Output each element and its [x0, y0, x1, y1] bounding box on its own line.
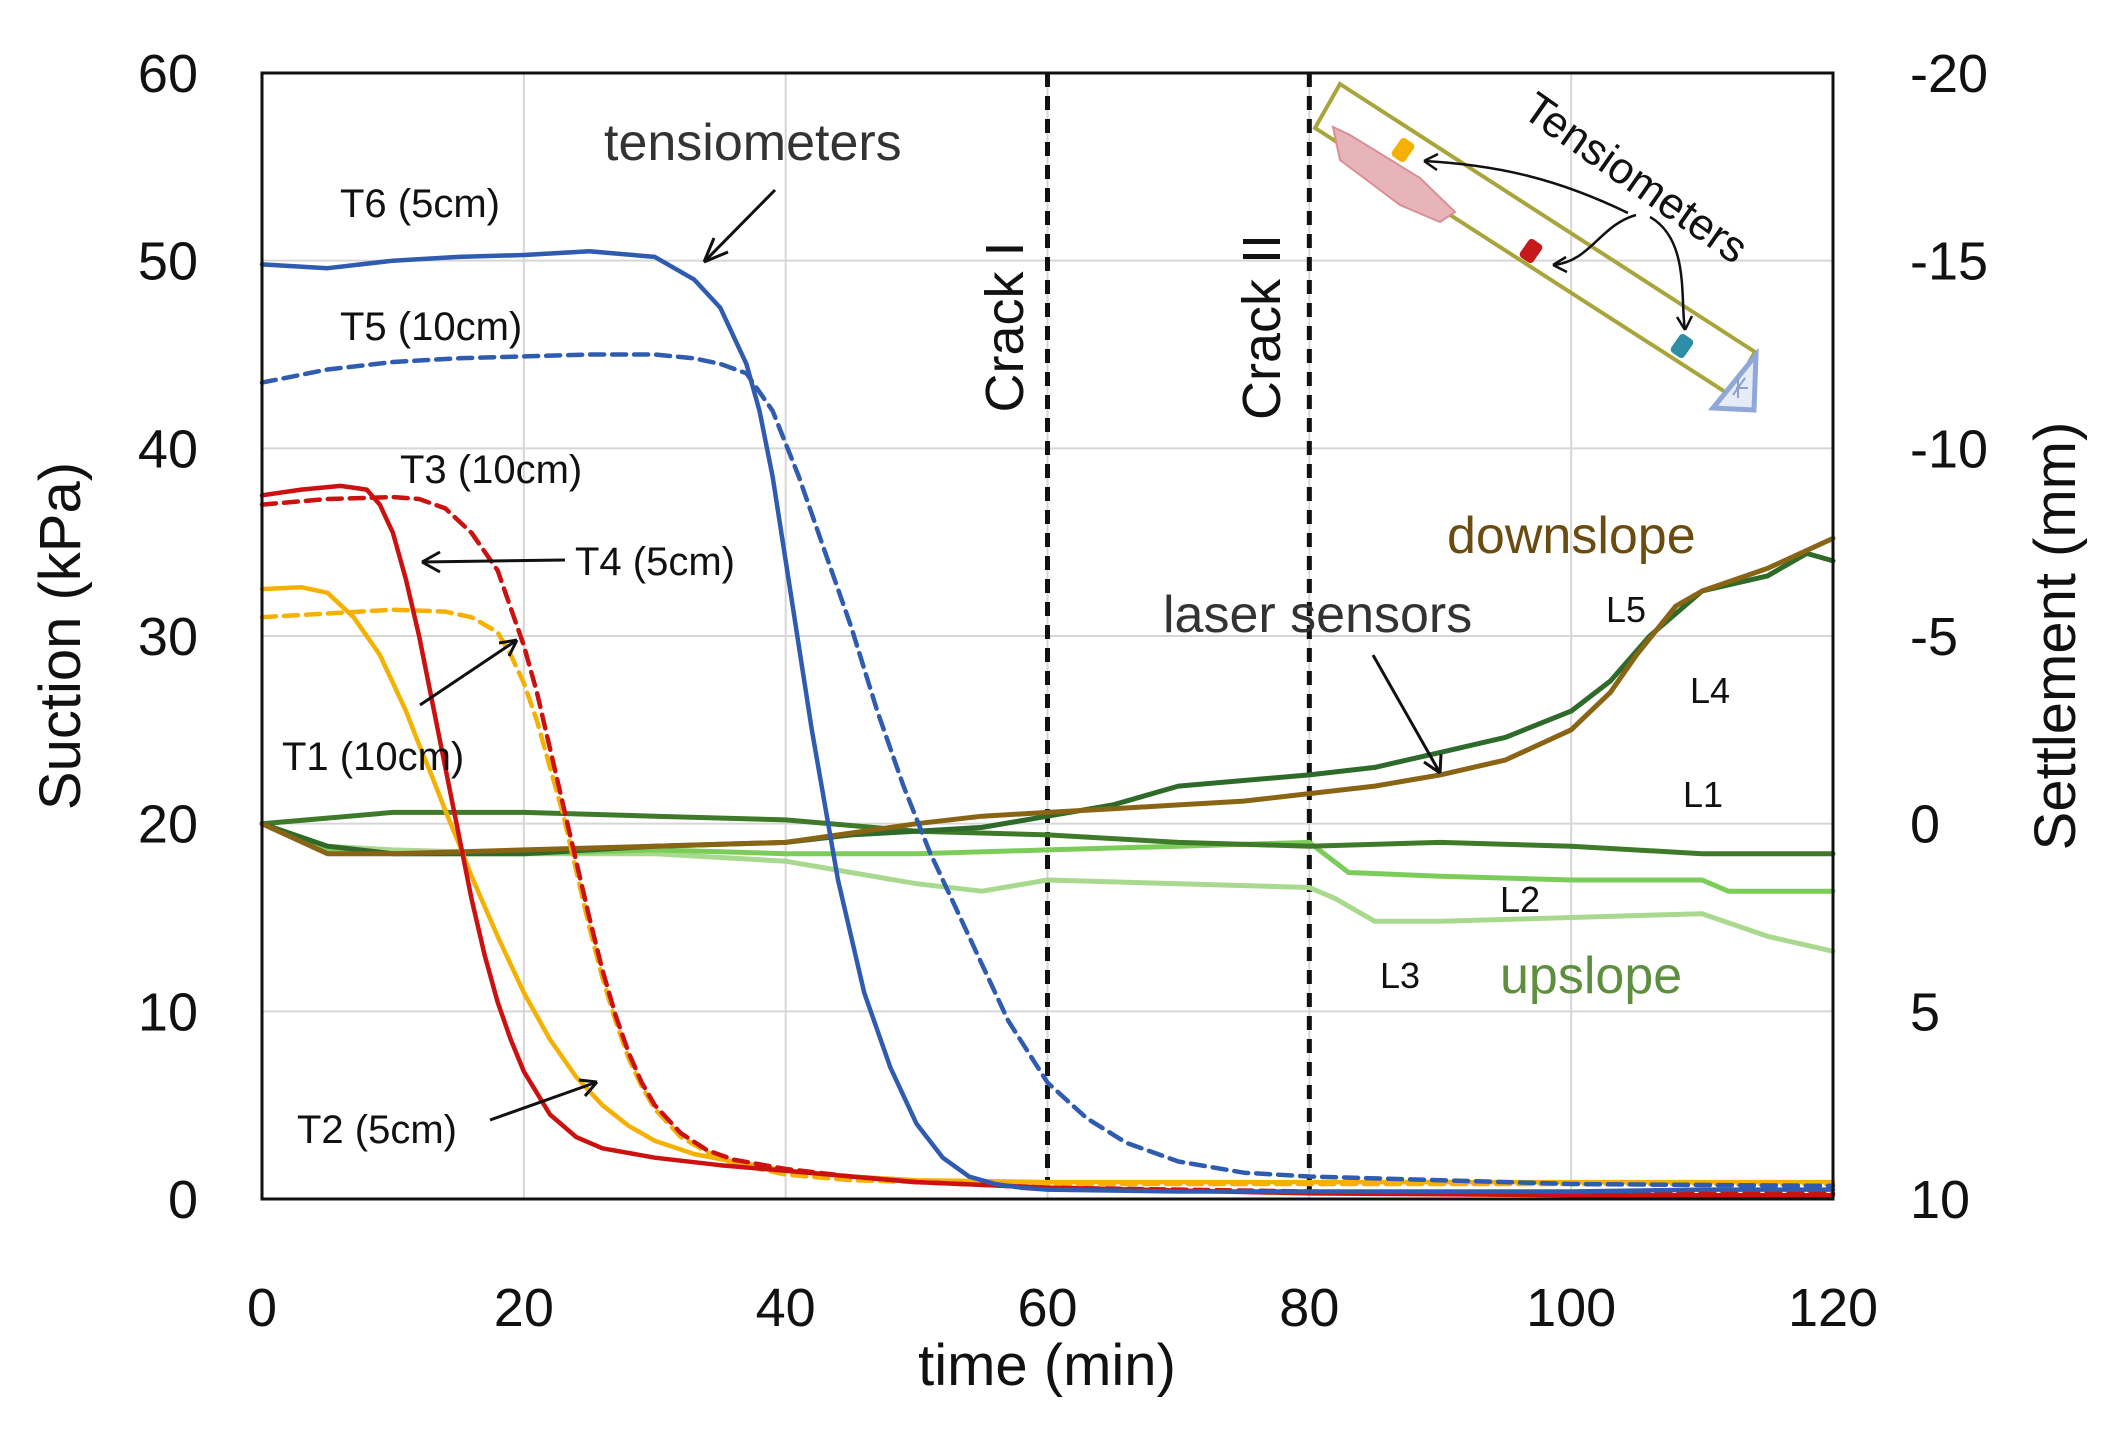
y-right-tick-label--10: -10 [1910, 419, 1988, 479]
x-axis-title: time (min) [918, 1333, 1176, 1398]
arrow-tensiometers-head [702, 237, 729, 264]
y-left-tick-label-0: 0 [168, 1170, 198, 1230]
inset-sensor-red [1519, 238, 1543, 264]
inset-sensor-teal [1670, 333, 1694, 359]
x-tick-label-100: 100 [1526, 1278, 1616, 1338]
series-t5 [259, 352, 1836, 1189]
crack-label-1: Crack I [975, 241, 1035, 412]
tick-labels: 0 20 40 60 80 100 12001020304050601050-5-10-15… [138, 44, 1988, 1338]
annotation-downslope: downslope [1447, 507, 1696, 565]
x-tick-label-60: 60 [1017, 1278, 1077, 1338]
annotation-arrows [419, 188, 1443, 1122]
crack-label-2: Crack II [1232, 234, 1292, 420]
arrow-t4-head [421, 550, 441, 574]
label-l2: L2 [1500, 879, 1540, 920]
y-right-tick-label-0: 0 [1910, 795, 1940, 855]
plot-frame [260, 71, 1835, 1201]
arrow-t2-head [578, 1078, 599, 1097]
inset-label: Tensiometers [1514, 83, 1756, 273]
label-t5: T5 (10cm) [340, 305, 522, 349]
inset-downslope-support [1707, 347, 1759, 413]
label-l4: L4 [1690, 670, 1730, 711]
y-left-tick-label-50: 50 [138, 232, 198, 292]
y-axis-right-title: Settlement (mm) [2023, 422, 2088, 851]
label-t1: T1 (10cm) [282, 735, 464, 779]
annotation-tensiometers: tensiometers [604, 114, 902, 172]
y-right-tick-label-5: 5 [1910, 982, 1940, 1042]
y-axis-left-title: Suction (kPa) [28, 462, 93, 810]
inset-arrow-teal [1649, 215, 1687, 331]
y-left-tick-label-30: 30 [138, 607, 198, 667]
inset-arrow-yellow-head [1423, 152, 1439, 172]
x-tick-label-80: 80 [1279, 1278, 1339, 1338]
inset-arrow-yellow [1423, 159, 1629, 215]
inset-arrow-red-head [1552, 255, 1568, 274]
arrow-laser [1371, 654, 1442, 774]
arrow-t2 [489, 1080, 598, 1122]
inset-arrow-teal-head [1675, 315, 1694, 331]
y-right-tick-label--20: -20 [1910, 44, 1988, 104]
arrow-t4 [421, 558, 566, 564]
arrow-laser-head [1423, 753, 1443, 775]
y-right-tick-label--5: -5 [1910, 607, 1958, 667]
inset-support-hatch [1732, 377, 1748, 398]
x-tick-label-120: 120 [1788, 1278, 1878, 1338]
series-layer [259, 249, 1836, 1198]
inset-arrows [1423, 152, 1694, 331]
series-t6 [259, 249, 1836, 1194]
inset-arrow-red [1552, 213, 1637, 267]
y-left-tick-label-20: 20 [138, 795, 198, 855]
y-right-tick-label-10: 10 [1910, 1170, 1970, 1230]
inset-upslope-wedge [1331, 125, 1457, 224]
x-tick-label-20: 20 [494, 1278, 554, 1338]
arrow-t1-head [498, 638, 519, 657]
label-l1: L1 [1683, 774, 1723, 815]
inset-diagram: Tensiometers [1312, 81, 1759, 413]
label-t6: T6 (5cm) [340, 182, 500, 226]
label-l3: L3 [1380, 955, 1420, 996]
series-l1 [259, 809, 1836, 857]
y-left-tick-label-40: 40 [138, 419, 198, 479]
series-l5 [259, 535, 1836, 857]
label-t4: T4 (5cm) [575, 540, 735, 584]
y-left-tick-label-60: 60 [138, 44, 198, 104]
arrow-tensiometers [702, 188, 777, 264]
inset-sensor-yellow [1391, 137, 1415, 163]
label-t3: T3 (10cm) [400, 448, 582, 492]
annotation-laser-sensors: laser sensors [1163, 586, 1472, 644]
y-right-tick-label--15: -15 [1910, 232, 1988, 292]
annotation-upslope: upslope [1500, 947, 1682, 1005]
series-t4 [259, 483, 1836, 1198]
x-tick-label-40: 40 [756, 1278, 816, 1338]
label-t2: T2 (5cm) [297, 1108, 457, 1152]
y-left-tick-label-10: 10 [138, 982, 198, 1042]
crack-lines [1045, 73, 1312, 1199]
arrow-t1 [419, 638, 518, 707]
label-l5: L5 [1606, 589, 1646, 630]
x-tick-label-0: 0 [247, 1278, 277, 1338]
